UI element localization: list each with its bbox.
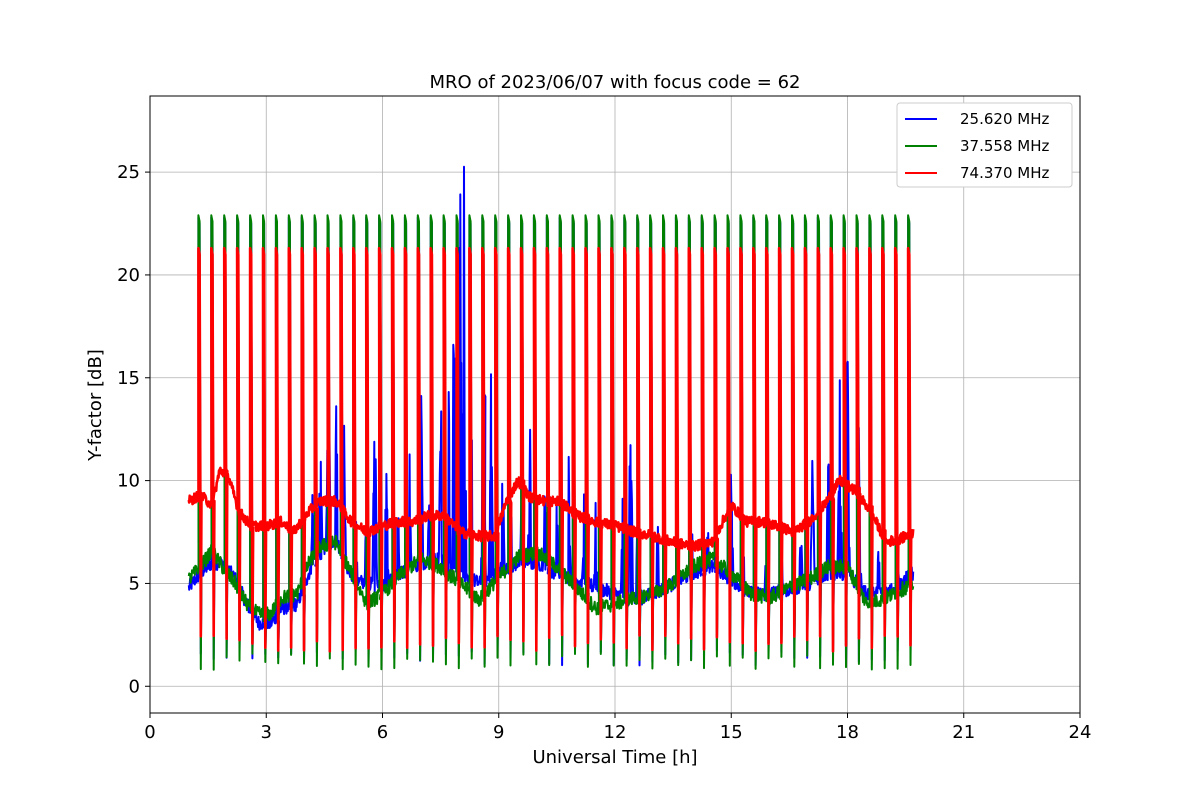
x-tick-label: 18: [836, 722, 859, 743]
x-axis-label: Universal Time [h]: [532, 747, 697, 768]
y-axis: 0 5 10 15 20 25: [117, 162, 150, 697]
legend-box: [896, 102, 1073, 188]
x-tick-label: 6: [377, 722, 388, 743]
x-tick-label: 3: [261, 722, 272, 743]
y-tick-label: 0: [129, 676, 140, 697]
y-tick-label: 10: [117, 471, 140, 492]
y-tick-label: 25: [117, 162, 140, 183]
x-tick-label: 12: [604, 722, 627, 743]
series-line-3: [187, 246, 915, 653]
x-tick-label: 0: [144, 722, 155, 743]
x-tick-label: 21: [952, 722, 975, 743]
series-layer: [187, 165, 915, 671]
y-axis-label: Y-factor [dB]: [85, 349, 106, 462]
x-tick-label: 15: [720, 722, 743, 743]
legend-label-3: 74.370 MHz: [960, 164, 1049, 182]
series-line-2: [187, 214, 915, 671]
grid-lines: [150, 96, 1080, 713]
legend: 25.620 MHz 37.558 MHz 74.370 MHz: [896, 102, 1073, 188]
x-axis: 0 3 6 9 12 15 18 21 24: [144, 713, 1091, 743]
legend-label-2: 37.558 MHz: [960, 137, 1049, 155]
x-tick-label: 9: [493, 722, 504, 743]
chart-title: MRO of 2023/06/07 with focus code = 62: [430, 72, 801, 93]
x-tick-label: 24: [1069, 722, 1092, 743]
legend-label-1: 25.620 MHz: [960, 110, 1049, 128]
y-tick-label: 5: [129, 573, 140, 594]
y-tick-label: 15: [117, 368, 140, 389]
y-tick-label: 20: [117, 265, 140, 286]
